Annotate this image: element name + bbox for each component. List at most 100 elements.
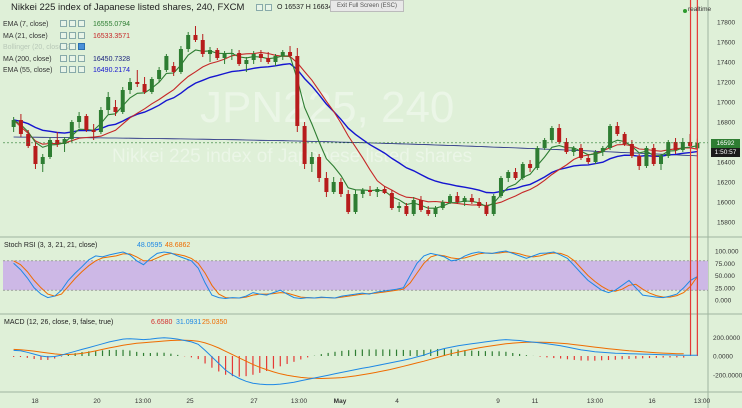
- eye-icon[interactable]: [60, 55, 67, 62]
- candle-body: [135, 82, 140, 84]
- candle-body: [455, 196, 460, 202]
- candle-body: [149, 79, 154, 92]
- y-tick-label: 16800: [717, 120, 735, 127]
- candle-body: [418, 200, 423, 210]
- candle-body: [200, 40, 205, 54]
- x-tick-label: 13:00: [135, 398, 152, 405]
- ema55-line: [13, 62, 698, 194]
- candle-body: [193, 35, 198, 40]
- x-tick-label: 18: [31, 398, 39, 405]
- candle-body: [404, 206, 409, 214]
- gear-icon[interactable]: [69, 32, 76, 39]
- close-icon[interactable]: [78, 55, 85, 62]
- stoch-label: Stoch RSI (3, 3, 21, 21, close): [4, 240, 97, 251]
- legend-ema7-label: EMA (7, close): [3, 21, 49, 28]
- candle-body: [528, 164, 533, 168]
- close-icon[interactable]: [78, 66, 85, 73]
- candle-body: [360, 190, 365, 194]
- candle-body: [157, 70, 162, 79]
- legend-ema55[interactable]: EMA (55, close) 16490.2174: [3, 65, 130, 76]
- candle-body: [69, 122, 74, 139]
- legend-hidden[interactable]: Bollinger (20, close, 2): [3, 42, 73, 53]
- x-tick-label: May: [334, 398, 347, 405]
- gear-icon[interactable]: [69, 20, 76, 27]
- settings-toggle[interactable]: [265, 4, 272, 11]
- gear-icon[interactable]: [69, 43, 76, 50]
- candle-body: [680, 142, 685, 150]
- visibility-toggle[interactable]: [256, 4, 263, 11]
- stoch-tick-label: 25.000: [715, 285, 735, 292]
- candle-body: [309, 157, 314, 164]
- y-tick-label: 17400: [717, 60, 735, 67]
- legend-ema7[interactable]: EMA (7, close) 16555.0794: [3, 19, 130, 30]
- legend-ma21-controls[interactable]: [60, 32, 85, 39]
- candle-body: [40, 157, 45, 164]
- candle-body: [353, 194, 358, 212]
- candle-body: [106, 97, 111, 110]
- candle-body: [469, 198, 474, 202]
- legend-ma200-controls[interactable]: [60, 55, 85, 62]
- candle-body: [251, 54, 256, 60]
- stoch-k-line: [13, 250, 698, 300]
- legend-ma200-label: MA (200, close): [3, 56, 52, 63]
- eye-icon[interactable]: [60, 32, 67, 39]
- candle-body: [542, 140, 547, 148]
- candle-body: [295, 56, 300, 126]
- candle-body: [77, 116, 82, 122]
- candle-body: [586, 158, 591, 162]
- candle-body: [600, 148, 605, 152]
- x-tick-label: 16: [648, 398, 656, 405]
- stoch-tick-label: 50.000: [715, 273, 735, 280]
- legend-ma200[interactable]: MA (200, close) 16450.7328: [3, 54, 130, 65]
- candle-body: [433, 208, 438, 214]
- close-icon[interactable]: [78, 32, 85, 39]
- gear-icon[interactable]: [69, 55, 76, 62]
- candle-body: [178, 49, 183, 72]
- legend-hidden-controls[interactable]: [60, 43, 85, 50]
- x-tick-label: 27: [250, 398, 258, 405]
- candle-body: [324, 178, 329, 192]
- legend-ema7-controls[interactable]: [60, 20, 85, 27]
- legend-ema55-controls[interactable]: [60, 66, 85, 73]
- stoch-tick-label: 100.000: [715, 249, 739, 256]
- candle-body: [477, 202, 482, 206]
- candle-body: [491, 196, 496, 214]
- stoch-d-value: 48.6862: [165, 242, 191, 249]
- candle-body: [411, 200, 416, 214]
- candle-body: [389, 193, 394, 208]
- candle-body: [171, 66, 176, 72]
- x-tick-label: 20: [93, 398, 101, 405]
- candle-body: [26, 134, 31, 146]
- x-tick-label: 13:00: [694, 398, 711, 405]
- candle-body: [448, 196, 453, 202]
- x-tick-label: 25: [186, 398, 194, 405]
- candle-body: [18, 120, 23, 134]
- stoch-band: [3, 260, 708, 291]
- close-icon[interactable]: [78, 20, 85, 27]
- realtime-label: realtime: [688, 6, 712, 13]
- legend-ma21-label: MA (21, close): [3, 33, 48, 40]
- exit-fullscreen-button[interactable]: Exit Full Screen (ESC): [330, 0, 405, 12]
- ema7-line: [13, 49, 698, 209]
- candle-body: [666, 142, 671, 156]
- eye-icon[interactable]: [60, 43, 67, 50]
- candle-body: [382, 189, 387, 193]
- candle-body: [266, 58, 271, 62]
- y-tick-label: 17600: [717, 40, 735, 47]
- y-tick-label: 17800: [717, 20, 735, 27]
- macd-tick-label: 0.0000: [713, 354, 733, 361]
- legend-ma21[interactable]: MA (21, close) 16533.3571: [3, 31, 130, 42]
- gear-icon[interactable]: [69, 66, 76, 73]
- candle-body: [658, 156, 663, 164]
- candle-body: [615, 126, 620, 134]
- close-icon[interactable]: [78, 43, 85, 50]
- eye-icon[interactable]: [60, 20, 67, 27]
- eye-icon[interactable]: [60, 66, 67, 73]
- candle-body: [55, 140, 60, 144]
- candle-body: [549, 128, 554, 140]
- candle-body: [208, 50, 213, 54]
- candle-body: [317, 157, 322, 178]
- title-controls[interactable]: [256, 4, 272, 11]
- candle-body: [375, 189, 380, 192]
